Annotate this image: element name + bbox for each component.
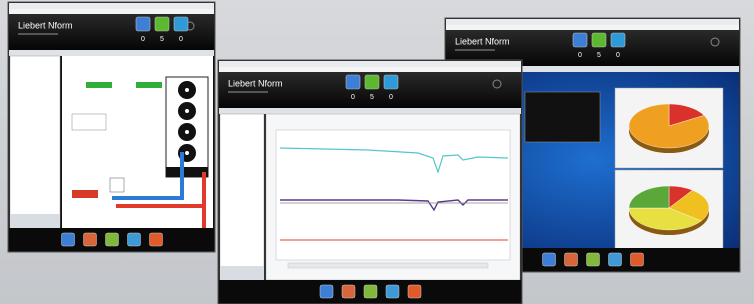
menu-bar [446, 25, 739, 30]
status-count: 0 [351, 94, 355, 101]
status-icon[interactable] [592, 33, 606, 47]
alarm-box [72, 190, 98, 198]
pipe-red-v [202, 172, 206, 234]
table-widget [525, 92, 600, 142]
toolbar [9, 50, 214, 56]
status-icon[interactable] [365, 75, 379, 89]
screenshot: Liebert Nform050Liebert Nform050Liebert … [0, 0, 754, 304]
nav-button[interactable] [106, 233, 119, 246]
status-count: 0 [389, 94, 393, 101]
nav-button[interactable] [543, 253, 556, 266]
title-bar [9, 3, 214, 9]
nav-button[interactable] [320, 285, 333, 298]
menu-bar [219, 67, 521, 72]
status-icon[interactable] [136, 17, 150, 31]
status-count: 0 [616, 52, 620, 59]
tree-footer [10, 214, 60, 228]
valve [110, 178, 124, 192]
status-count: 0 [141, 36, 145, 43]
nav-button[interactable] [386, 285, 399, 298]
status-icon[interactable] [573, 33, 587, 47]
status-icon[interactable] [174, 17, 188, 31]
status-icon[interactable] [346, 75, 360, 89]
app-title: Liebert Nform [18, 20, 73, 30]
fan-hub [185, 130, 189, 134]
subtitle-line [18, 33, 58, 35]
fan-hub [185, 88, 189, 92]
status-icon[interactable] [611, 33, 625, 47]
status-box [86, 82, 112, 88]
toolbar [219, 108, 521, 114]
nav-button[interactable] [128, 233, 141, 246]
title-bar [446, 19, 739, 25]
pipe-red [116, 204, 206, 208]
subtitle-line [228, 91, 268, 93]
tree-footer [220, 266, 264, 280]
status-count: 5 [160, 36, 164, 43]
app-title: Liebert Nform [228, 78, 283, 88]
status-count: 0 [179, 36, 183, 43]
status-icon[interactable] [384, 75, 398, 89]
fan-unit-base [166, 167, 208, 177]
pipe-blue [112, 196, 184, 200]
nav-button[interactable] [587, 253, 600, 266]
nav-button[interactable] [150, 233, 163, 246]
legend-strip [288, 263, 488, 268]
nav-button[interactable] [565, 253, 578, 266]
status-box [136, 82, 162, 88]
status-count: 5 [597, 52, 601, 59]
tree-panel [220, 114, 264, 280]
title-bar [219, 61, 521, 67]
nav-button[interactable] [609, 253, 622, 266]
app-window: Liebert Nform 0 5 0 [218, 60, 522, 304]
status-count: 5 [370, 94, 374, 101]
status-count: 0 [578, 52, 582, 59]
nav-button[interactable] [62, 233, 75, 246]
menu-bar [9, 9, 214, 14]
app-window: Liebert Nform 0 5 0 [8, 2, 215, 252]
status-icon[interactable] [155, 17, 169, 31]
nav-button[interactable] [364, 285, 377, 298]
nav-button[interactable] [84, 233, 97, 246]
tree-panel [10, 56, 60, 228]
nav-button[interactable] [408, 285, 421, 298]
info-box [72, 114, 106, 130]
fan-hub [185, 151, 189, 155]
nav-button[interactable] [631, 253, 644, 266]
pipe-blue-v [180, 152, 184, 200]
subtitle-line [455, 49, 495, 51]
page: Liebert Nform050Liebert Nform050Liebert … [0, 0, 754, 304]
fan-hub [185, 109, 189, 113]
app-title: Liebert Nform [455, 36, 510, 46]
nav-button[interactable] [342, 285, 355, 298]
